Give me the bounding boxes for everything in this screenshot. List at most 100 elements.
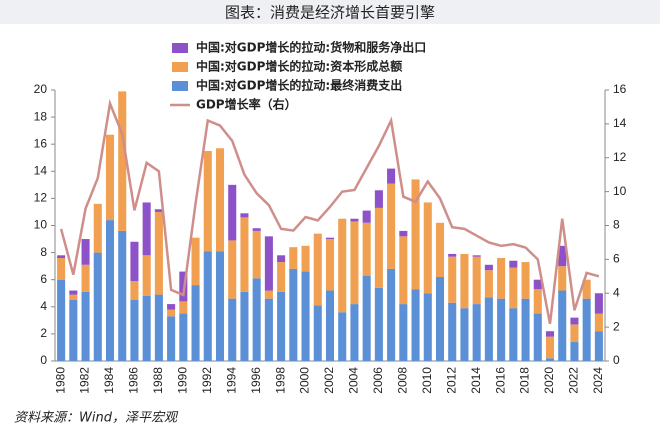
x-tick-label: 1992 (200, 367, 214, 394)
bar-segment (130, 281, 139, 301)
y2-tick-label: 16 (613, 82, 627, 96)
bar-segment (264, 290, 273, 299)
bar-segment (411, 289, 420, 361)
bar-segment (570, 317, 579, 325)
bar-segment (289, 268, 298, 361)
bar-segment (460, 253, 469, 309)
legend-swatch (172, 81, 188, 91)
y2-tick-label: 8 (613, 218, 620, 232)
bar-segment (558, 290, 567, 361)
y-tick-label: 20 (34, 82, 48, 96)
bar-segment (118, 91, 127, 231)
y2-tick-label: 0 (613, 353, 620, 367)
bar-segment (240, 291, 249, 361)
y2-tick-label: 6 (613, 252, 620, 266)
bar-segment (338, 312, 347, 361)
bar-segment (533, 279, 542, 290)
x-tick-label: 2020 (542, 367, 556, 394)
bar-segment (228, 184, 237, 241)
bar-segment (69, 300, 78, 361)
bar-segment (594, 313, 603, 332)
bar-segment (81, 239, 90, 265)
bar-segment (338, 218, 347, 313)
bar-segment (374, 287, 383, 361)
bar-segment (167, 316, 176, 361)
header-bar (0, 0, 660, 24)
bar-segment (594, 331, 603, 361)
bar-segment (423, 293, 432, 361)
bar-segment (167, 304, 176, 310)
bar-segment (399, 304, 408, 361)
bar-segment (154, 211, 163, 295)
bar-segment (142, 202, 151, 256)
x-tick-label: 1984 (102, 367, 116, 394)
bar-segment (325, 290, 335, 361)
bar-segment (228, 298, 237, 361)
bar-segment (252, 230, 261, 279)
bar-segment (472, 256, 481, 305)
bar-segment (203, 251, 212, 361)
bar-segment (69, 294, 78, 301)
bar-segment (142, 295, 151, 361)
bar-segment (264, 236, 273, 291)
y-tick-label: 18 (34, 109, 48, 123)
bar-segment (191, 237, 200, 286)
y-tick-label: 2 (40, 326, 47, 340)
bar-segment (289, 247, 298, 269)
x-tick-label: 2018 (518, 367, 532, 394)
bar-segment (240, 217, 249, 292)
x-tick-label: 1998 (273, 367, 287, 394)
x-tick-label: 1990 (176, 367, 190, 394)
bar-segment (448, 253, 457, 257)
bar-segment (374, 207, 383, 288)
bar-segment (594, 293, 603, 314)
bar-segment (423, 202, 432, 294)
bar-segment (399, 230, 408, 237)
x-tick-label: 1980 (53, 367, 67, 394)
legend-label: 中国:对GDP增长的拉动:货物和服务净出口 (196, 40, 426, 55)
bar-segment (460, 308, 469, 361)
bar-segment (545, 331, 555, 337)
bar-segment (558, 266, 567, 291)
bar-segment (521, 262, 530, 299)
x-tick-label: 2014 (469, 367, 483, 394)
x-tick-label: 2002 (322, 367, 336, 394)
x-tick-label: 2024 (591, 367, 605, 394)
bar-segment (509, 267, 518, 309)
y2-tick-label: 14 (613, 116, 627, 130)
bar-segment (387, 268, 396, 361)
bar-segment (118, 230, 127, 361)
bar-segment (142, 255, 151, 296)
bar-segment (81, 264, 90, 292)
source: 资料来源：Wind，泽平宏观 (14, 410, 179, 426)
bar-segment (105, 220, 115, 361)
bar-segment (533, 289, 542, 314)
bar-segment (57, 279, 66, 361)
bar-segment (545, 358, 555, 361)
bar-segment (167, 309, 176, 317)
bar-segment (582, 298, 591, 361)
x-tick-label: 2016 (493, 367, 507, 394)
bar-segment (240, 213, 249, 218)
bar-segment (154, 294, 163, 361)
y-tick-label: 0 (40, 353, 47, 367)
bar-segment (362, 275, 371, 361)
bar-segment (374, 190, 383, 208)
bar-segment (228, 240, 237, 299)
bar-segment (130, 300, 139, 361)
y-tick-label: 10 (34, 218, 48, 232)
bar-segment (435, 276, 445, 361)
bar-segment (545, 336, 555, 359)
bar-segment (325, 237, 335, 240)
x-tick-label: 2000 (298, 367, 312, 394)
bar-segment (313, 305, 322, 361)
y-tick-label: 6 (40, 272, 47, 286)
bar-segment (399, 236, 408, 305)
legend-label: 中国:对GDP增长的拉动:资本形成总额 (196, 59, 402, 74)
bar-segment (411, 179, 420, 290)
legend-swatch (172, 43, 188, 53)
bar-segment (350, 304, 359, 361)
bar-segment (252, 278, 261, 361)
x-tick-label: 2012 (444, 367, 458, 394)
